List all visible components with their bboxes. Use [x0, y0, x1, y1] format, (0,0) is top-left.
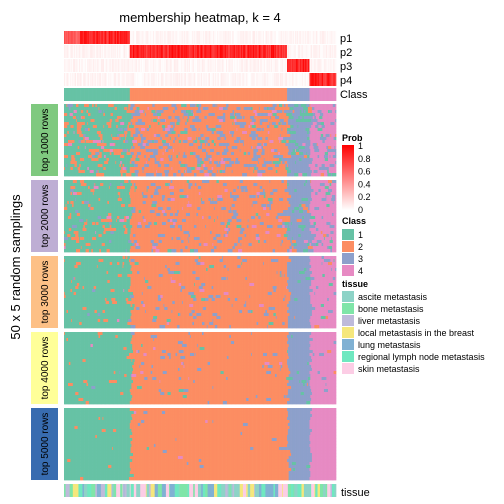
heatmap-body [64, 104, 336, 480]
annotation-label: p1 [340, 33, 352, 45]
annotation-label: p4 [340, 75, 352, 87]
prob-cell [335, 59, 336, 72]
annotation-label: p2 [340, 47, 352, 59]
membership-cell [335, 107, 336, 110]
annotation-label: p3 [340, 61, 352, 73]
y-axis-label: 50 x 5 random samplings [8, 194, 23, 340]
class-cell [335, 88, 336, 101]
annotation-label: Class [340, 89, 368, 101]
membership-cell [335, 104, 336, 107]
prob-cell [335, 45, 336, 58]
prob-cell [335, 31, 336, 44]
annotation-labels: p1 p2 p3 p4 Class [340, 33, 368, 101]
membership-cell [335, 113, 336, 116]
membership-cell [335, 116, 336, 119]
membership-cell [335, 110, 336, 113]
chart-title: membership heatmap, k = 4 [119, 10, 281, 25]
top-annotation-tracks [64, 31, 336, 101]
prob-cell [335, 73, 336, 86]
